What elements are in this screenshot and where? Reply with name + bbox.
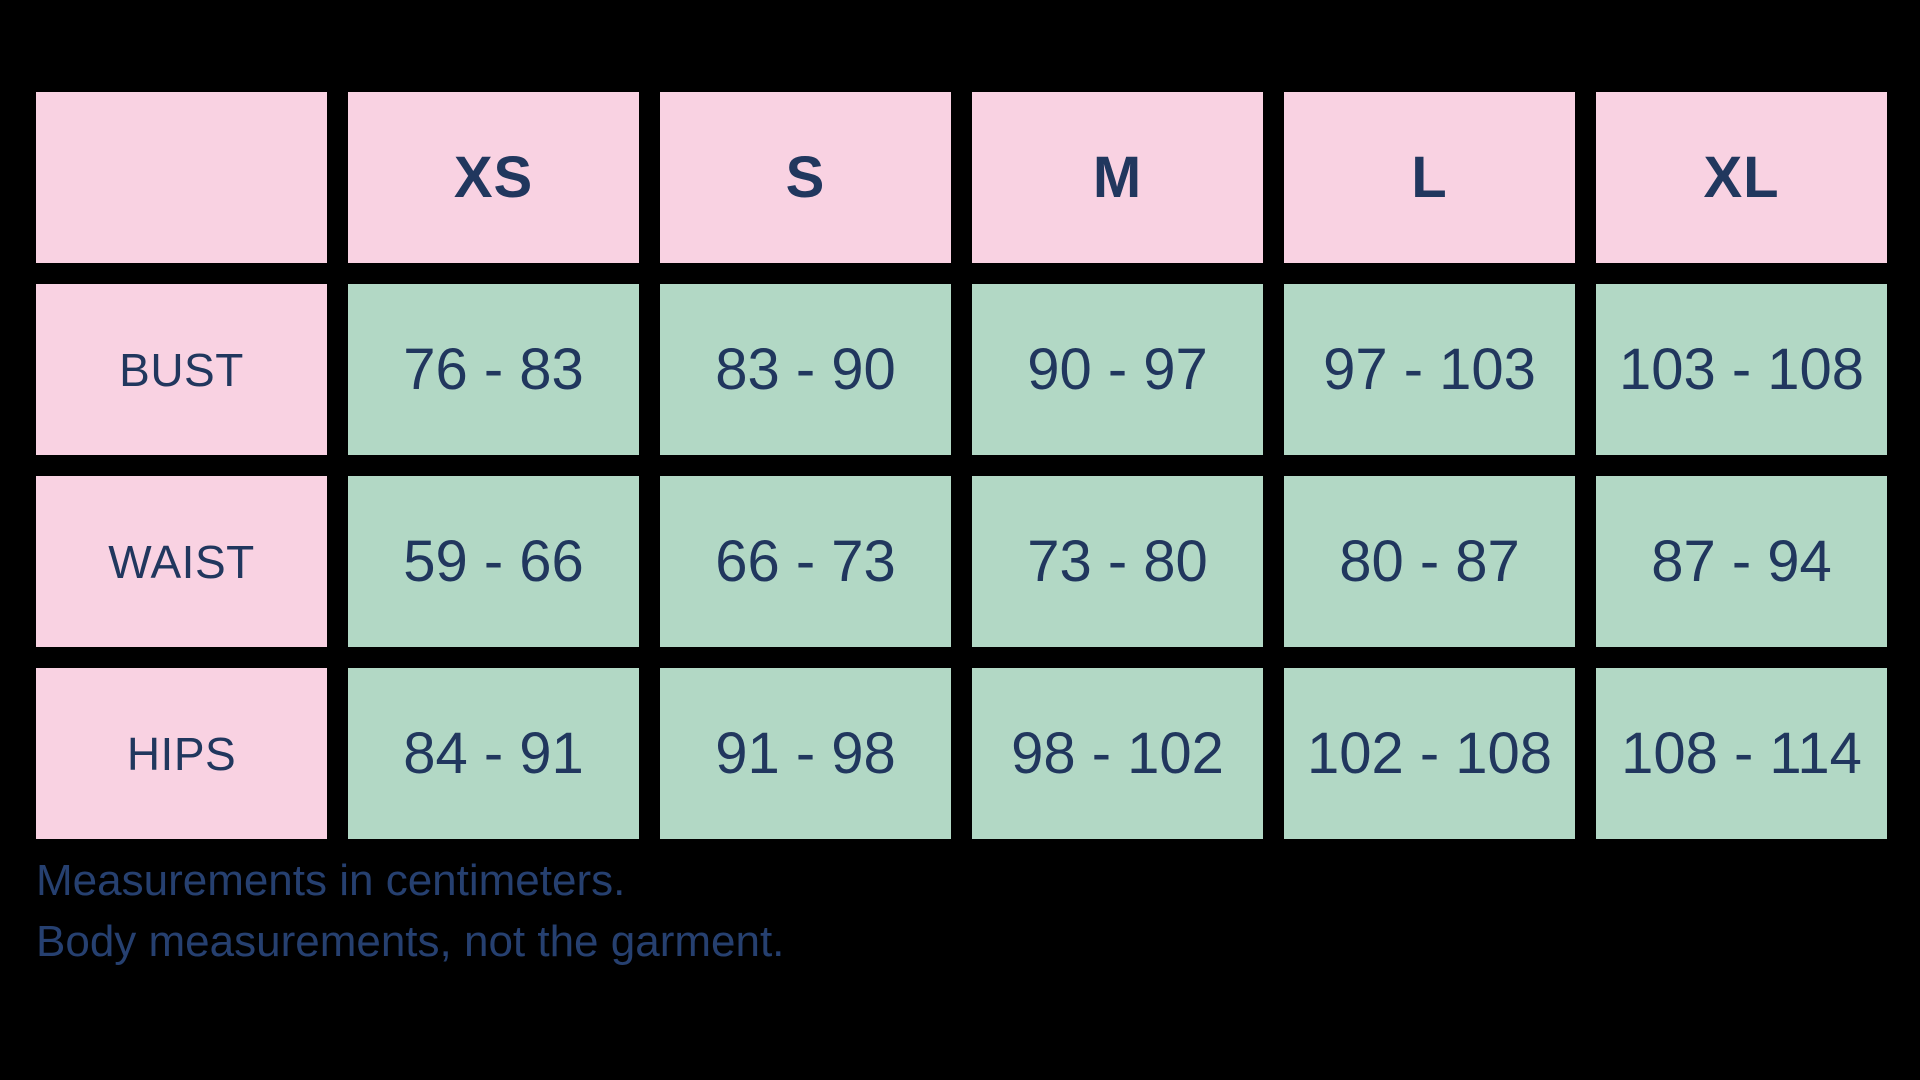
footnote-body-measurements: Body measurements, not the garment. <box>36 917 785 966</box>
row-label-bust: BUST <box>36 284 327 455</box>
size-header-s: S <box>660 92 951 263</box>
cell-bust-xl: 103 - 108 <box>1596 284 1887 455</box>
cell-hips-xl: 108 - 114 <box>1596 668 1887 839</box>
row-label-hips: HIPS <box>36 668 327 839</box>
cell-hips-xs: 84 - 91 <box>348 668 639 839</box>
footnote-units: Measurements in centimeters. <box>36 856 626 905</box>
size-header-m: M <box>972 92 1263 263</box>
cell-bust-s: 83 - 90 <box>660 284 951 455</box>
cell-waist-m: 73 - 80 <box>972 476 1263 647</box>
size-header-l: L <box>1284 92 1575 263</box>
cell-waist-xs: 59 - 66 <box>348 476 639 647</box>
cell-waist-s: 66 - 73 <box>660 476 951 647</box>
cell-waist-l: 80 - 87 <box>1284 476 1575 647</box>
cell-bust-xs: 76 - 83 <box>348 284 639 455</box>
size-header-xs: XS <box>348 92 639 263</box>
cell-hips-m: 98 - 102 <box>972 668 1263 839</box>
size-header-xl: XL <box>1596 92 1887 263</box>
footnotes: Measurements in centimeters. Body measur… <box>36 850 784 972</box>
cell-bust-l: 97 - 103 <box>1284 284 1575 455</box>
size-chart-table: XS S M L XL BUST 76 - 83 83 - 90 90 - 97… <box>36 92 1887 839</box>
row-label-waist: WAIST <box>36 476 327 647</box>
cell-waist-xl: 87 - 94 <box>1596 476 1887 647</box>
corner-cell <box>36 92 327 263</box>
cell-hips-s: 91 - 98 <box>660 668 951 839</box>
cell-hips-l: 102 - 108 <box>1284 668 1575 839</box>
cell-bust-m: 90 - 97 <box>972 284 1263 455</box>
